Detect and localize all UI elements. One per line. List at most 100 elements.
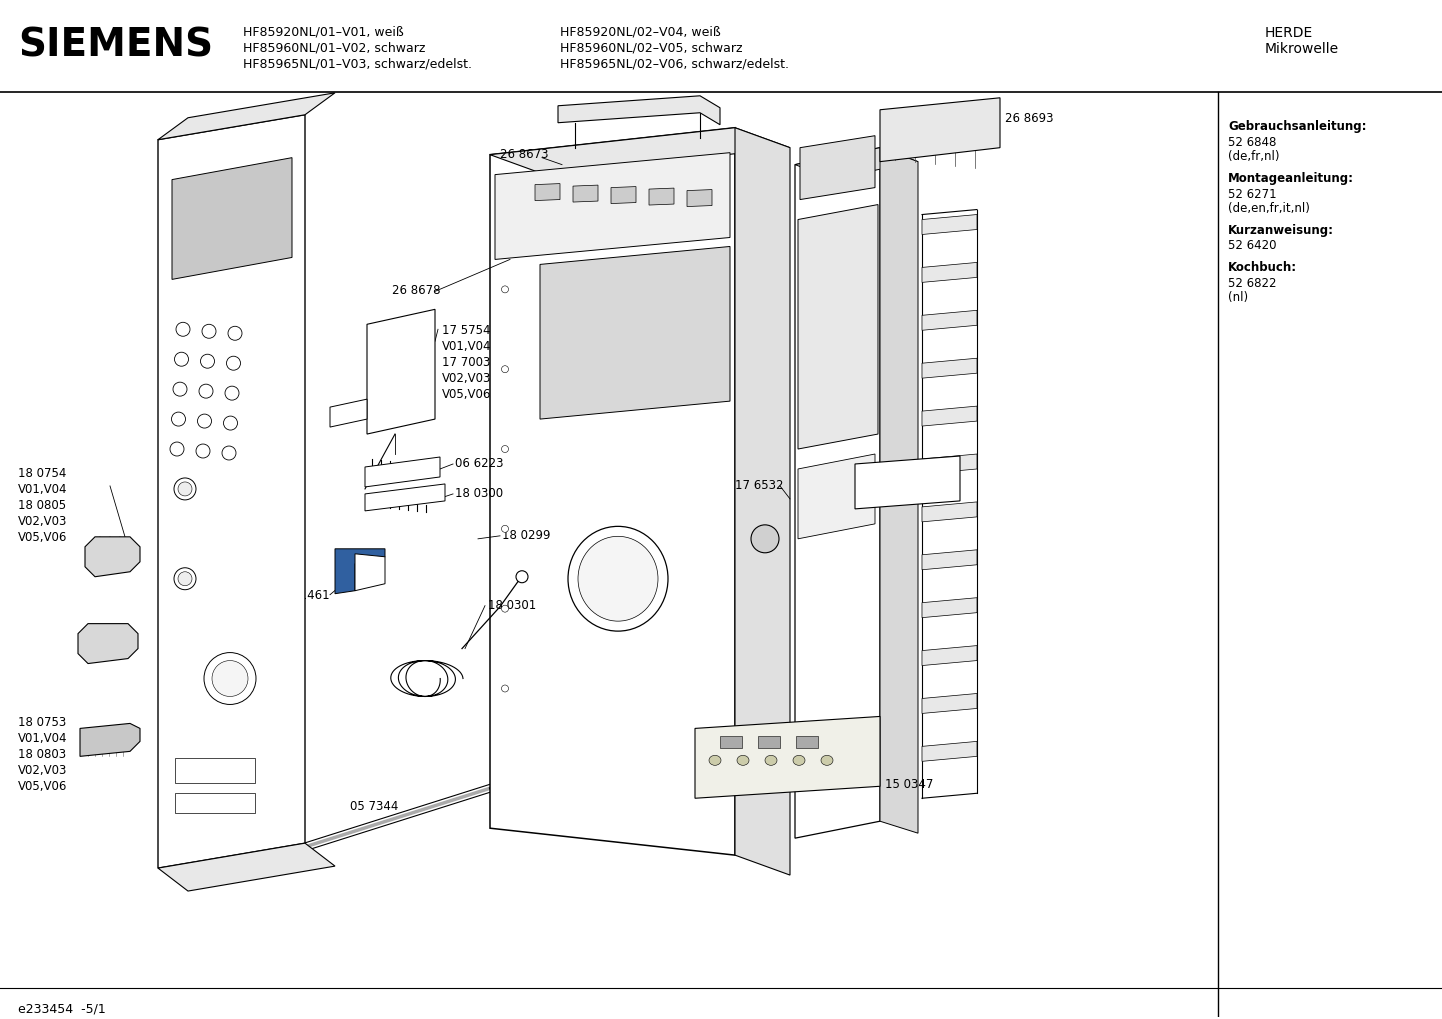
Polygon shape xyxy=(355,553,385,591)
Polygon shape xyxy=(795,148,880,839)
Polygon shape xyxy=(330,399,368,427)
Polygon shape xyxy=(174,758,255,784)
Polygon shape xyxy=(880,98,999,162)
Polygon shape xyxy=(686,190,712,207)
Ellipse shape xyxy=(177,482,192,496)
Polygon shape xyxy=(174,793,255,813)
Polygon shape xyxy=(921,407,978,426)
Text: Montageanleitung:: Montageanleitung: xyxy=(1229,171,1354,184)
Text: HF85965NL/01–V03, schwarz/edelst.: HF85965NL/01–V03, schwarz/edelst. xyxy=(244,58,472,71)
Polygon shape xyxy=(159,93,335,140)
Polygon shape xyxy=(79,723,140,756)
Polygon shape xyxy=(921,598,978,618)
Polygon shape xyxy=(365,484,446,511)
Ellipse shape xyxy=(766,755,777,765)
Ellipse shape xyxy=(751,525,779,552)
Text: 15 1461: 15 1461 xyxy=(281,589,329,601)
Text: (de,en,fr,it,nl): (de,en,fr,it,nl) xyxy=(1229,202,1309,215)
Ellipse shape xyxy=(200,355,215,368)
Text: 18 0300: 18 0300 xyxy=(456,487,503,500)
Text: 26 8693: 26 8693 xyxy=(1005,112,1054,124)
Polygon shape xyxy=(921,694,978,713)
Polygon shape xyxy=(921,263,978,282)
Ellipse shape xyxy=(198,414,212,428)
Polygon shape xyxy=(695,716,880,798)
Polygon shape xyxy=(535,183,559,201)
Polygon shape xyxy=(921,502,978,522)
Ellipse shape xyxy=(793,755,805,765)
Ellipse shape xyxy=(502,526,509,532)
Ellipse shape xyxy=(203,652,257,704)
Ellipse shape xyxy=(174,568,196,590)
Polygon shape xyxy=(797,205,878,449)
Polygon shape xyxy=(649,189,673,205)
Text: 52 6271: 52 6271 xyxy=(1229,187,1276,201)
Ellipse shape xyxy=(709,755,721,765)
Text: e233454  -5/1: e233454 -5/1 xyxy=(17,1003,105,1016)
Polygon shape xyxy=(159,843,335,891)
Text: 18 0753
V01,V04
18 0803
V02,V03
V05,V06: 18 0753 V01,V04 18 0803 V02,V03 V05,V06 xyxy=(17,716,68,794)
Ellipse shape xyxy=(170,442,185,457)
Polygon shape xyxy=(855,457,960,508)
Polygon shape xyxy=(495,153,730,260)
Ellipse shape xyxy=(226,357,241,370)
Ellipse shape xyxy=(502,605,509,612)
Ellipse shape xyxy=(502,685,509,692)
Ellipse shape xyxy=(172,412,186,426)
Ellipse shape xyxy=(174,353,189,366)
Polygon shape xyxy=(159,115,306,868)
Polygon shape xyxy=(85,537,140,577)
Polygon shape xyxy=(800,136,875,200)
Ellipse shape xyxy=(176,322,190,336)
Polygon shape xyxy=(921,311,978,330)
Ellipse shape xyxy=(202,324,216,338)
Polygon shape xyxy=(368,310,435,434)
Text: HERDE: HERDE xyxy=(1265,25,1314,40)
Text: 18 0754
V01,V04
18 0805
V02,V03
V05,V06: 18 0754 V01,V04 18 0805 V02,V03 V05,V06 xyxy=(17,467,68,544)
Text: 26 8678: 26 8678 xyxy=(392,284,440,298)
Ellipse shape xyxy=(502,366,509,373)
Polygon shape xyxy=(921,454,978,474)
Ellipse shape xyxy=(177,572,192,586)
Polygon shape xyxy=(880,148,919,834)
Text: HF85920NL/01–V01, weiß: HF85920NL/01–V01, weiß xyxy=(244,25,404,39)
Text: 06 6223: 06 6223 xyxy=(456,457,503,470)
Ellipse shape xyxy=(199,384,213,398)
Ellipse shape xyxy=(224,416,238,430)
Text: 51 9252: 51 9252 xyxy=(870,461,919,474)
Polygon shape xyxy=(78,624,138,663)
Text: Kurzanweisung:: Kurzanweisung: xyxy=(1229,223,1334,236)
Text: 52 6848: 52 6848 xyxy=(1229,136,1276,149)
Polygon shape xyxy=(797,454,875,539)
Polygon shape xyxy=(490,127,735,855)
Polygon shape xyxy=(335,549,385,594)
Ellipse shape xyxy=(820,755,833,765)
Polygon shape xyxy=(921,646,978,665)
Ellipse shape xyxy=(212,660,248,696)
Polygon shape xyxy=(795,148,919,178)
Ellipse shape xyxy=(516,571,528,583)
Polygon shape xyxy=(611,186,636,204)
Text: Kochbuch:: Kochbuch: xyxy=(1229,262,1298,274)
Text: SIEMENS: SIEMENS xyxy=(17,26,213,65)
Text: (nl): (nl) xyxy=(1229,291,1249,305)
Polygon shape xyxy=(558,96,720,124)
Text: 15 0347: 15 0347 xyxy=(885,779,933,792)
Text: 26 8675: 26 8675 xyxy=(558,105,606,118)
Text: HF85960NL/02–V05, schwarz: HF85960NL/02–V05, schwarz xyxy=(559,42,743,55)
Ellipse shape xyxy=(174,478,196,500)
Text: 52 6822: 52 6822 xyxy=(1229,277,1276,290)
Ellipse shape xyxy=(225,386,239,400)
Text: 52 6420: 52 6420 xyxy=(1229,239,1276,253)
Ellipse shape xyxy=(737,755,748,765)
Ellipse shape xyxy=(568,527,668,631)
Text: 18 0301: 18 0301 xyxy=(487,599,536,611)
Polygon shape xyxy=(921,742,978,761)
Text: 17 5754
V01,V04
17 7003
V02,V03
V05,V06: 17 5754 V01,V04 17 7003 V02,V03 V05,V06 xyxy=(443,324,492,401)
Polygon shape xyxy=(572,185,598,202)
Ellipse shape xyxy=(502,286,509,292)
Text: Mikrowelle: Mikrowelle xyxy=(1265,42,1340,56)
Text: HF85960NL/01–V02, schwarz: HF85960NL/01–V02, schwarz xyxy=(244,42,425,55)
Ellipse shape xyxy=(578,536,658,622)
Polygon shape xyxy=(921,215,978,234)
